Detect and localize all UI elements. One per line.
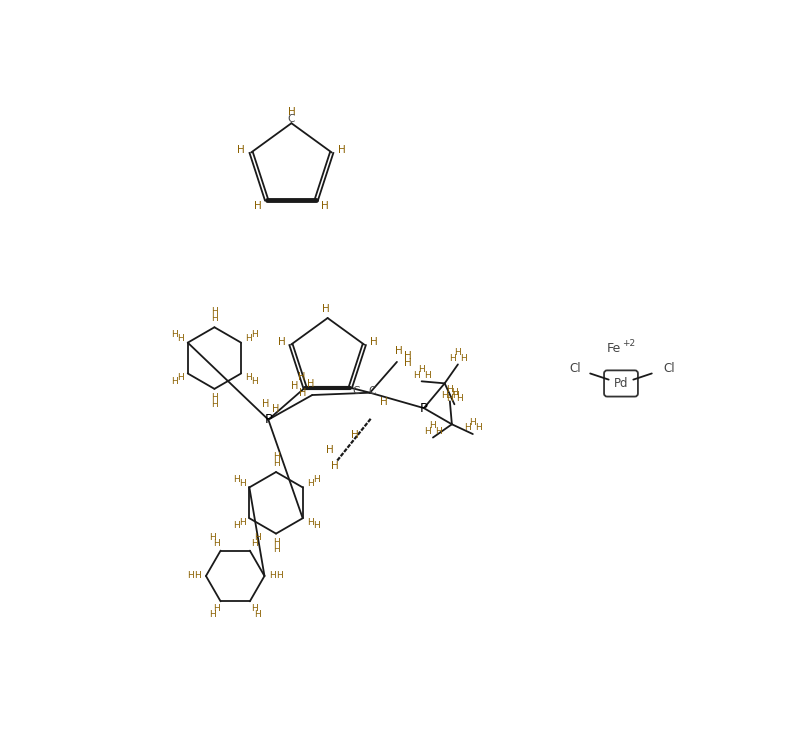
Text: H: H <box>251 376 258 386</box>
Text: H: H <box>307 518 314 527</box>
Text: C: C <box>288 114 296 125</box>
Text: H: H <box>313 475 319 484</box>
Text: H: H <box>429 421 437 430</box>
Text: H: H <box>211 400 217 409</box>
Text: H: H <box>288 108 296 117</box>
Text: H: H <box>273 404 280 414</box>
Text: H: H <box>413 370 420 379</box>
Text: P: P <box>264 413 273 426</box>
Text: H: H <box>171 376 178 386</box>
Text: H: H <box>251 604 258 613</box>
Text: H: H <box>188 571 194 581</box>
Text: H: H <box>211 314 217 323</box>
Text: H: H <box>475 424 481 432</box>
Text: H: H <box>177 373 184 382</box>
Text: H: H <box>380 397 388 407</box>
Text: H: H <box>177 334 184 343</box>
Text: H: H <box>313 522 319 531</box>
Text: H: H <box>447 385 453 394</box>
Text: H: H <box>211 393 217 401</box>
Text: H: H <box>455 348 461 357</box>
Text: H: H <box>239 479 245 488</box>
Text: H: H <box>237 145 245 155</box>
Text: H: H <box>460 354 466 363</box>
Text: H: H <box>210 610 216 619</box>
Text: Cl: Cl <box>569 362 581 375</box>
Text: H: H <box>446 393 452 403</box>
Text: H: H <box>251 539 258 548</box>
Text: H: H <box>213 539 220 548</box>
Text: H: H <box>278 337 285 347</box>
Text: H: H <box>456 393 463 403</box>
Text: H: H <box>269 571 277 581</box>
Text: H: H <box>245 373 252 382</box>
Text: H: H <box>213 604 220 613</box>
Text: H: H <box>451 388 458 397</box>
Text: P: P <box>420 401 428 415</box>
Text: H: H <box>262 399 269 410</box>
Text: C: C <box>353 386 360 396</box>
Text: H: H <box>245 334 252 343</box>
FancyBboxPatch shape <box>604 370 638 396</box>
Text: H: H <box>403 351 411 361</box>
Text: H: H <box>210 533 216 542</box>
Text: H: H <box>211 307 217 317</box>
Text: H: H <box>273 537 280 547</box>
Text: H: H <box>255 610 261 619</box>
Text: H: H <box>449 354 456 363</box>
Text: H: H <box>351 430 359 440</box>
Text: H: H <box>194 571 201 581</box>
Text: H: H <box>326 446 334 455</box>
Text: H: H <box>232 522 240 531</box>
Text: H: H <box>273 452 280 461</box>
Text: H: H <box>435 427 442 436</box>
Text: H: H <box>239 518 245 527</box>
Text: H: H <box>255 533 261 542</box>
Text: H: H <box>273 545 280 554</box>
Text: H: H <box>424 370 430 379</box>
Text: H: H <box>464 424 470 432</box>
Text: Pd: Pd <box>614 377 628 390</box>
Text: H: H <box>307 479 314 488</box>
Text: H: H <box>338 145 346 155</box>
Text: H: H <box>441 390 448 399</box>
Text: H: H <box>255 201 262 211</box>
Text: H: H <box>424 427 431 436</box>
Text: H: H <box>273 459 280 468</box>
Text: H: H <box>332 461 339 471</box>
Text: H: H <box>299 388 307 399</box>
Text: Cl: Cl <box>663 362 675 375</box>
Text: +2: +2 <box>622 339 635 348</box>
Text: H: H <box>470 418 476 427</box>
Text: H: H <box>307 379 314 389</box>
Text: H: H <box>370 337 377 347</box>
Text: H: H <box>321 201 329 211</box>
Text: H: H <box>251 331 258 339</box>
Text: H: H <box>452 390 459 399</box>
Text: H: H <box>403 359 411 368</box>
Text: H: H <box>322 304 330 314</box>
Text: H: H <box>298 372 306 382</box>
Text: H: H <box>232 475 240 484</box>
Text: H: H <box>277 571 283 581</box>
Text: Fe: Fe <box>607 342 622 355</box>
Text: H: H <box>396 346 403 356</box>
Text: H: H <box>171 331 178 339</box>
Text: H: H <box>291 381 298 391</box>
Text: C: C <box>369 386 376 396</box>
Text: H: H <box>418 365 425 374</box>
